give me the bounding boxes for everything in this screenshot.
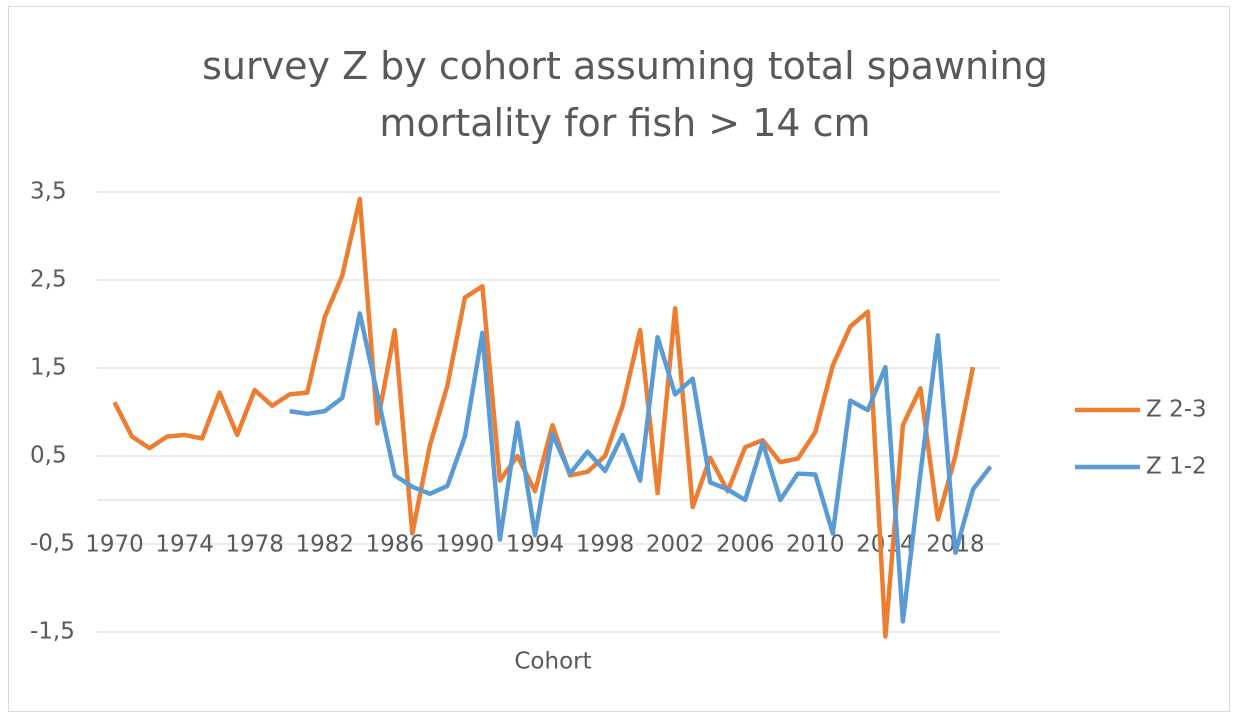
x-tick-label: 1978 xyxy=(225,532,284,558)
x-tick-label: 1998 xyxy=(576,532,635,558)
x-tick-label: 1986 xyxy=(366,532,425,558)
chart-title: survey Z by cohort assuming total spawni… xyxy=(202,44,1048,145)
legend-label: Z 2-3 xyxy=(1146,397,1207,423)
x-tick-label: 1974 xyxy=(155,532,214,558)
x-tick-label: 2014 xyxy=(856,532,915,558)
series-line xyxy=(289,311,993,624)
series-line xyxy=(112,196,976,639)
chart-border xyxy=(8,6,1230,712)
x-tick-label: 1990 xyxy=(436,532,495,558)
x-tick-label: 2002 xyxy=(646,532,705,558)
y-tick-label: -1,5 xyxy=(30,619,75,645)
x-tick-label: 1982 xyxy=(295,532,354,558)
x-tick-label: 1970 xyxy=(85,532,144,558)
x-tick-label: 2006 xyxy=(716,532,775,558)
y-tick-label: 0,5 xyxy=(30,443,67,469)
x-tick-label: 2010 xyxy=(786,532,845,558)
legend-label: Z 1-2 xyxy=(1146,454,1207,480)
y-tick-label: 2,5 xyxy=(30,267,67,293)
y-tick-label: 3,5 xyxy=(30,179,67,205)
y-tick-label: 1,5 xyxy=(30,355,67,381)
y-tick-label: -0,5 xyxy=(30,531,75,557)
x-axis-label: Cohort xyxy=(514,649,591,675)
